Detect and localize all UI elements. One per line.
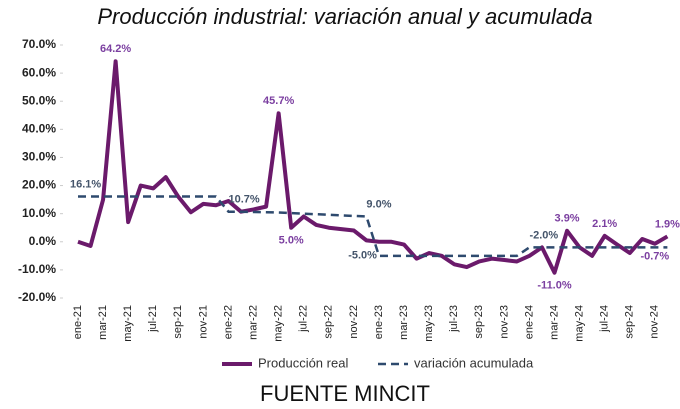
x-tick-label: nov-24 — [649, 305, 661, 339]
y-tick-label: 20.0% — [22, 178, 56, 192]
legend-label: Producción real — [258, 355, 348, 370]
data-label: -11.0% — [537, 280, 571, 292]
footer: FUENTE MINCIT — [260, 381, 430, 406]
x-tick-label: mar-24 — [548, 305, 560, 340]
data-label: 2.1% — [592, 218, 617, 230]
x-tick-label: jul-21 — [147, 305, 159, 333]
x-tick-label: ene-22 — [222, 305, 234, 339]
data-label: 5.0% — [279, 235, 304, 247]
accumulated-line — [78, 195, 668, 258]
data-label: 3.9% — [555, 213, 580, 225]
data-label: -0.7% — [640, 251, 669, 263]
x-tick-label: mar-22 — [247, 305, 259, 340]
x-tick-label: jul-23 — [448, 305, 460, 333]
data-label: -2.0% — [529, 229, 558, 241]
data-label: 16.1% — [70, 178, 101, 190]
x-tick-label: sep-22 — [323, 305, 335, 339]
x-tick-label: may-22 — [273, 305, 285, 342]
x-tick-label: ene-23 — [373, 305, 385, 339]
y-tick-label: 70.0% — [22, 37, 56, 51]
x-tick-label: may-24 — [574, 305, 586, 342]
data-label: 45.7% — [263, 95, 294, 107]
x-tick-label: mar-21 — [97, 305, 109, 340]
y-tick-label: 30.0% — [22, 150, 56, 164]
x-tick-label: jul-24 — [599, 305, 611, 333]
x-tick-label: ene-24 — [523, 305, 535, 339]
data-label: 64.2% — [100, 43, 131, 55]
x-tick-label: nov-22 — [348, 305, 360, 339]
data-label: -5.0% — [348, 250, 377, 262]
x-tick-label: sep-21 — [172, 305, 184, 339]
y-tick-label: -10.0% — [18, 262, 56, 276]
legend-label: variación acumulada — [414, 355, 534, 370]
x-tick-label: ene-21 — [72, 305, 84, 339]
data-label: 10.7% — [228, 194, 259, 206]
y-tick-label: 0.0% — [29, 234, 57, 248]
x-tick-label: nov-23 — [498, 305, 510, 339]
data-label: 1.9% — [655, 218, 680, 230]
y-tick-label: 10.0% — [22, 206, 56, 220]
y-tick-label: -20.0% — [18, 290, 56, 304]
x-tick-label: may-21 — [122, 305, 134, 342]
x-tick-label: nov-21 — [197, 305, 209, 339]
x-tick-label: may-23 — [423, 305, 435, 342]
x-tick-label: jul-22 — [298, 305, 310, 333]
y-tick-label: 50.0% — [22, 93, 56, 107]
production-line — [77, 59, 669, 275]
x-tick-label: mar-23 — [398, 305, 410, 340]
x-tick-label: sep-23 — [473, 305, 485, 339]
y-tick-label: 60.0% — [22, 65, 56, 79]
y-tick-label: 40.0% — [22, 122, 56, 136]
x-tick-label: sep-24 — [624, 305, 636, 339]
chart-title: Producción industrial: variación anual y… — [97, 4, 592, 29]
data-label: 9.0% — [366, 198, 391, 210]
